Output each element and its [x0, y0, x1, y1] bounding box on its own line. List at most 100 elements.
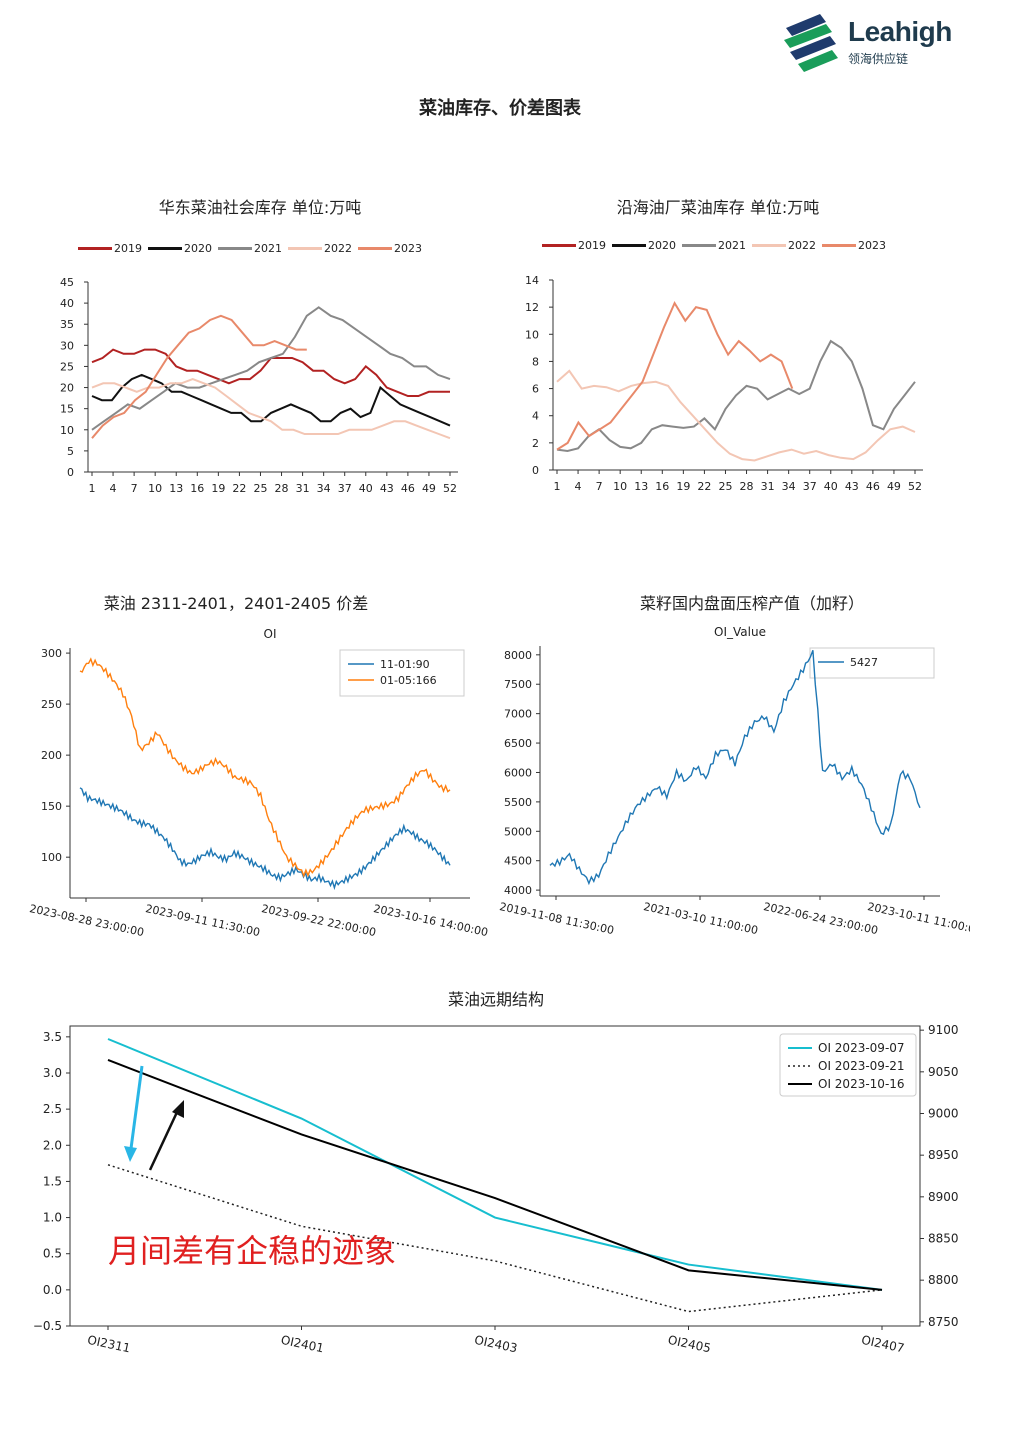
chart2-x-tick-label: 46	[866, 480, 880, 493]
chart5-legend-box	[779, 1033, 917, 1097]
chart2-y-tick-label: 0	[532, 464, 539, 477]
chart1-legend-item: 2023	[358, 242, 422, 255]
chart3-y-tick-label: 200	[41, 749, 62, 762]
chart3-y-tick-label: 250	[41, 698, 62, 711]
chart2-x-tick-label: 31	[761, 480, 775, 493]
chart1-series-2021	[91, 306, 451, 431]
chart4-y-tick-label: 6500	[504, 737, 532, 750]
chart1-x-tick-label: 37	[338, 482, 352, 495]
chart2-x-tick-label: 37	[803, 480, 817, 493]
chart5-y2-tick-label: 9000	[928, 1107, 959, 1121]
chart3-y-tick-label: 150	[41, 800, 62, 813]
chart1-y-tick-label: 30	[60, 339, 74, 352]
chart5-y-tick-label: 1.0	[43, 1211, 62, 1225]
chart1-legend-swatch	[358, 247, 392, 250]
chart2-y-tick-label: 8	[532, 355, 539, 368]
chart5-y2-tick-label: 9050	[928, 1065, 959, 1079]
chart5-legend-label: OI 2023-10-16	[818, 1077, 905, 1091]
chart2-x-tick-label: 52	[908, 480, 922, 493]
chart1-legend-label: 2023	[394, 242, 422, 255]
chart5-y2-tick-label: 8950	[928, 1148, 959, 1162]
chart2-legend-swatch	[822, 244, 856, 247]
chart1-y-tick-label: 10	[60, 424, 74, 437]
chart5-y2-tick-label: 8850	[928, 1232, 959, 1246]
chart1-x-tick-label: 13	[169, 482, 183, 495]
chart5-down-arrow	[128, 1065, 144, 1157]
chart1-legend-swatch	[218, 247, 252, 250]
chart5-y-tick-label: 0.5	[43, 1247, 62, 1261]
chart1-legend-item: 2020	[148, 242, 212, 255]
chart1-plot: 0 5 10 15 20 25 30 35 40 45 1 4 7 10 13 16 19 22 25 28 31 34 3…	[60, 276, 458, 495]
chart1-x-tick-label: 34	[317, 482, 331, 495]
chart5-x-tick-label: OI2407	[860, 1333, 905, 1356]
chart4-x-tick-label: 2019-11-08 11:30:00	[498, 900, 615, 937]
chart5-x-tick-label: OI2405	[667, 1333, 712, 1356]
chart2-legend-swatch	[612, 244, 646, 247]
chart2-x-tick-label: 7	[596, 480, 603, 493]
chart3-legend-box	[339, 649, 465, 697]
chart3-x-tick-label: 2023-09-22 22:00:00	[260, 902, 377, 939]
chart2-x-tick-label: 22	[697, 480, 711, 493]
chart5-series-line	[107, 1164, 883, 1313]
chart1-x-tick-label: 31	[296, 482, 310, 495]
chart5-y-tick-label: 0.0	[43, 1283, 62, 1297]
chart2-legend-item: 2019	[542, 239, 606, 252]
chart4-series-line	[549, 650, 921, 886]
chart5-plot: −0.5 0.0 0.5 1.0 1.5 2.0 2.5 3.0 3.5 8750 8800 8850…	[33, 1023, 959, 1356]
chart5-up-arrowhead	[172, 1100, 184, 1118]
chart2-legend-label: 2023	[858, 239, 886, 252]
chart1-legend-item: 2019	[78, 242, 142, 255]
chart1-legend-label: 2021	[254, 242, 282, 255]
chart1-x-tick-label: 46	[401, 482, 415, 495]
chart2-legend-item: 2022	[752, 239, 816, 252]
chart1-legend-label: 2022	[324, 242, 352, 255]
chart1-x-tick-label: 28	[275, 482, 289, 495]
chart4-legend-box	[809, 647, 935, 679]
chart2-x-tick-label: 16	[655, 480, 669, 493]
chart2-x-tick-label: 25	[718, 480, 732, 493]
chart1-y-tick-label: 45	[60, 276, 74, 289]
chart5-y-tick-label: 2.5	[43, 1102, 62, 1116]
chart3-x-tick-label: 2023-08-28 23:00:00	[28, 902, 145, 939]
chart1-legend-label: 2019	[114, 242, 142, 255]
chart5-series-line	[107, 1059, 883, 1291]
chart2-x-tick-label: 4	[575, 480, 582, 493]
chart1-legend: 2019 2020 2021 2022 2023	[78, 242, 422, 255]
chart1-y-tick-label: 5	[67, 445, 74, 458]
chart1-x-tick-label: 7	[131, 482, 138, 495]
chart1-series-2022	[91, 378, 451, 440]
chart2-legend-label: 2019	[578, 239, 606, 252]
chart1-x-tick-label: 49	[422, 482, 436, 495]
chart3-y-tick-label: 300	[41, 647, 62, 660]
chart3-x-tick-label: 2023-09-11 11:30:00	[144, 902, 261, 939]
brand-subtitle: 领海供应链	[848, 52, 909, 66]
chart2-legend-label: 2020	[648, 239, 676, 252]
chart1-x-tick-label: 4	[110, 482, 117, 495]
chart5-x-tick-label: OI2311	[86, 1333, 131, 1356]
chart5-x-tick-label: OI2401	[280, 1333, 325, 1356]
chart1-legend-item: 2022	[288, 242, 352, 255]
chart2-y-tick-label: 4	[532, 410, 539, 423]
chart4-y-tick-label: 7500	[504, 678, 532, 691]
chart5-y2-tick-label: 8800	[928, 1273, 959, 1287]
chart3-title: 菜油 2311-2401，2401-2405 价差	[103, 594, 369, 613]
chart2-legend-label: 2022	[788, 239, 816, 252]
chart4-y-tick-label: 8000	[504, 649, 532, 662]
chart1-y-tick-label: 25	[60, 360, 74, 373]
chart2-legend: 2019 2020 2021 2022 2023	[542, 239, 886, 252]
chart1-y-tick-label: 40	[60, 297, 74, 310]
chart5-y-tick-label: 3.5	[43, 1030, 62, 1044]
chart3-legend-label: 11-01:90	[380, 658, 430, 671]
chart5-down-arrowhead	[124, 1146, 137, 1162]
chart3-series-line	[79, 657, 451, 878]
chart2-legend-item: 2021	[682, 239, 746, 252]
chart1-x-tick-label: 1	[89, 482, 96, 495]
chart2-x-tick-label: 10	[613, 480, 627, 493]
chart1-title: 华东菜油社会库存 单位:万吨	[158, 198, 362, 217]
chart1-x-tick-label: 43	[380, 482, 394, 495]
chart4-x-tick-label: 2022-06-24 23:00:00	[762, 900, 879, 937]
chart1-series-2020	[91, 373, 451, 427]
chart1-legend-label: 2020	[184, 242, 212, 255]
page-title: 菜油库存、价差图表	[419, 98, 581, 119]
